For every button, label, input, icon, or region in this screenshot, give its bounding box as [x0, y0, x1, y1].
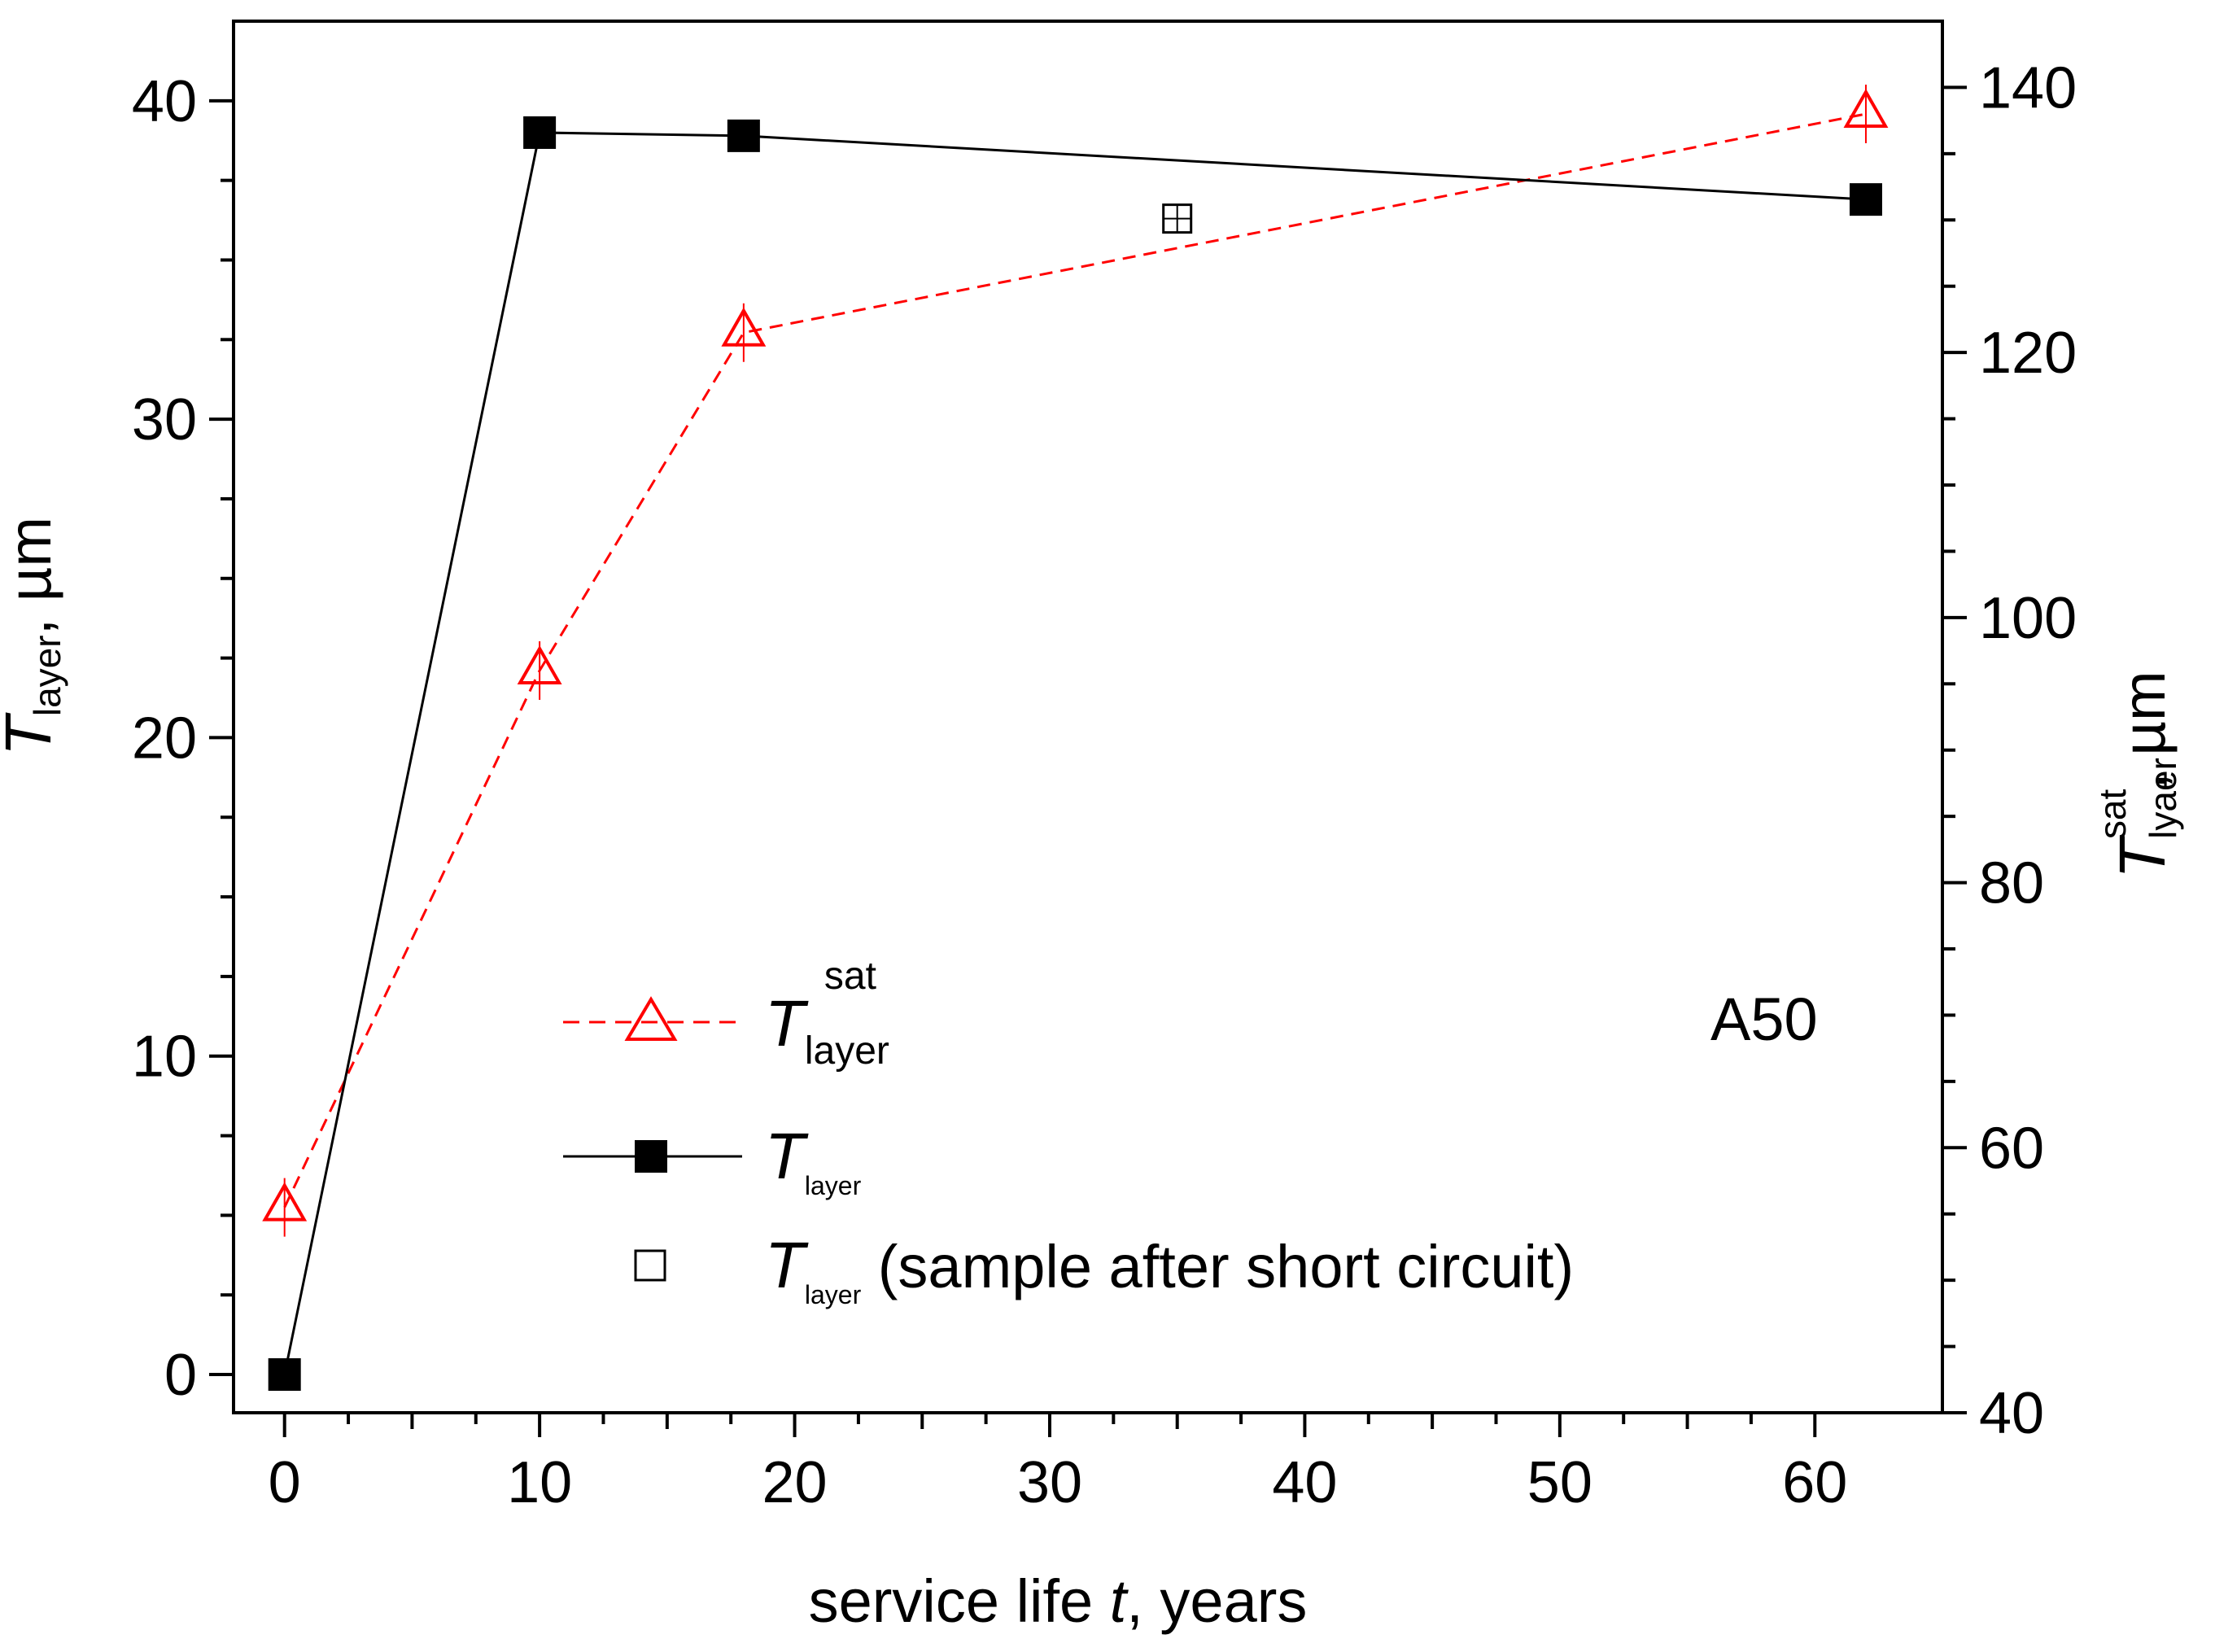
- left-y-axis-title: Tlayer, µm: [0, 517, 68, 756]
- data-point-tlayer: [1849, 183, 1882, 216]
- right-y-tick-label: 120: [1979, 321, 2077, 386]
- data-point-tlayer-sat: [262, 1182, 308, 1222]
- svg-text:Tlayer (sample after short cir: Tlayer (sample after short circuit): [765, 1229, 1574, 1309]
- svg-text:Tlayersat: Tlayer sat: [765, 955, 889, 1073]
- x-tick-label: 0: [269, 1450, 301, 1515]
- legend-label-tlayer-sat-sub: layer: [805, 1029, 889, 1073]
- x-tick-label: 50: [1527, 1450, 1592, 1515]
- legend-label-short-circuit-main: T: [765, 1229, 809, 1301]
- right-y-tick-label: 80: [1979, 851, 2044, 916]
- left-y-axis-ticks: 0 10 20 30 40: [132, 69, 234, 1408]
- x-axis-ticks: 0 10 20 30 40 50 60: [269, 1413, 1847, 1515]
- legend-label-tlayer-sub: layer: [805, 1171, 862, 1200]
- legend: Tlayer sat Tlayer Tlayer (sample after sh…: [563, 955, 1574, 1309]
- sample-annotation: A50: [1710, 986, 1818, 1053]
- series-line-0: [283, 112, 1867, 1208]
- right-y-tick-label: 40: [1979, 1381, 2044, 1446]
- legend-entry-tlayer-sat: Tlayer sat: [563, 955, 889, 1073]
- data-point-tlayer: [268, 1358, 301, 1392]
- data-point-tlayer: [523, 116, 557, 149]
- right-y-axis-title: Tlyaersat, µm: [2091, 671, 2184, 878]
- right-y-axis-ticks: 40 60 80 100 120 140: [1942, 55, 2077, 1446]
- x-tick-label: 60: [1782, 1450, 1847, 1515]
- x-tick-label: 10: [507, 1450, 572, 1515]
- legend-entry-tlayer: Tlayer: [563, 1120, 862, 1200]
- legend-entry-tlayer-short-circuit: Tlayer (sample after short circuit): [634, 1229, 1574, 1309]
- legend-marker-tlayer: [635, 1140, 667, 1173]
- left-y-tick-label: 10: [132, 1025, 197, 1090]
- legend-marker-tlayer-short-circuit: [634, 1249, 666, 1282]
- legend-marker-tlayer-sat: [624, 996, 678, 1041]
- x-tick-label: 40: [1272, 1450, 1337, 1515]
- left-y-tick-label: 40: [132, 69, 197, 134]
- legend-label-tlayer-main: T: [765, 1120, 809, 1192]
- left-y-tick-label: 20: [132, 706, 197, 771]
- left-y-tick-label: 30: [132, 387, 197, 452]
- right-y-tick-label: 100: [1979, 586, 2077, 651]
- svg-text:Tlayer: Tlayer: [765, 1120, 862, 1200]
- left-y-tick-label: 0: [164, 1343, 197, 1408]
- data-point-tlayer-sat: [517, 645, 562, 684]
- legend-label-short-circuit-sub: layer: [805, 1280, 862, 1309]
- data-point-tlayer-sat: [721, 307, 767, 347]
- series-layer: [262, 85, 1889, 1392]
- data-point-tlayer: [727, 119, 760, 152]
- plot-frame: [232, 20, 1944, 1414]
- data-point-tlayer-sat: [1843, 88, 1889, 128]
- legend-label-tlayer-sat-main: T: [765, 987, 809, 1060]
- x-axis-title: service life t, years: [809, 1567, 1308, 1635]
- series-line-1: [283, 131, 1867, 1375]
- legend-label-short-circuit-extra: (sample after short circuit): [861, 1233, 1574, 1300]
- x-tick-label: 30: [1017, 1450, 1082, 1515]
- right-y-tick-label: 140: [1979, 55, 2077, 120]
- legend-label-tlayer-sat-sup: sat: [824, 955, 876, 998]
- right-y-tick-label: 60: [1979, 1116, 2044, 1181]
- x-tick-label: 20: [762, 1450, 828, 1515]
